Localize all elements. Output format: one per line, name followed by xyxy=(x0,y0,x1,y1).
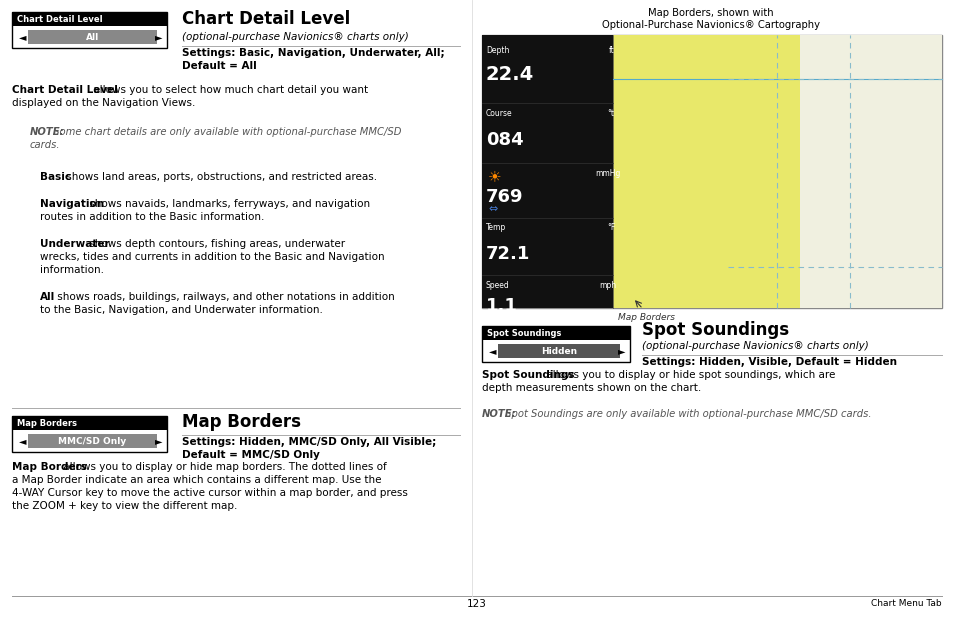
Text: information.: information. xyxy=(40,265,104,275)
Text: Map Borders: Map Borders xyxy=(618,313,675,322)
Text: allows you to display or hide spot soundings, which are: allows you to display or hide spot sound… xyxy=(542,370,835,380)
Text: Navigation: Navigation xyxy=(40,199,104,209)
Text: ☀: ☀ xyxy=(488,169,501,184)
Text: shows navaids, landmarks, ferryways, and navigation: shows navaids, landmarks, ferryways, and… xyxy=(87,199,370,209)
Bar xyxy=(481,35,941,308)
Text: 72.1: 72.1 xyxy=(485,245,530,263)
Text: MMC/SD Only: MMC/SD Only xyxy=(58,437,127,446)
Text: Settings: Hidden, Visible, Default = Hidden: Settings: Hidden, Visible, Default = Hid… xyxy=(641,357,896,367)
Bar xyxy=(12,12,167,48)
Text: allows you to display or hide map borders. The dotted lines of: allows you to display or hide map border… xyxy=(60,462,386,472)
Bar xyxy=(28,30,157,44)
Bar xyxy=(12,416,167,452)
Text: Map Borders: Map Borders xyxy=(182,413,301,431)
Text: 084: 084 xyxy=(485,130,523,148)
Text: ◄: ◄ xyxy=(19,436,27,446)
Text: ⇔: ⇔ xyxy=(488,205,497,214)
Text: ◄: ◄ xyxy=(19,32,27,42)
Text: Chart Menu Tab: Chart Menu Tab xyxy=(870,599,941,608)
Text: Course: Course xyxy=(485,109,512,117)
Text: shows depth contours, fishing areas, underwater: shows depth contours, fishing areas, und… xyxy=(87,239,345,249)
Bar xyxy=(497,344,619,358)
Text: depth measurements shown on the chart.: depth measurements shown on the chart. xyxy=(481,383,700,393)
Text: Basic: Basic xyxy=(40,172,71,182)
Bar xyxy=(12,416,167,430)
Text: allows you to select how much chart detail you want: allows you to select how much chart deta… xyxy=(91,85,368,95)
Text: Optional-Purchase Navionics® Cartography: Optional-Purchase Navionics® Cartography xyxy=(601,20,820,30)
Text: ►: ► xyxy=(154,32,162,42)
Text: 4-WAY Cursor key to move the active cursor within a map border, and press: 4-WAY Cursor key to move the active curs… xyxy=(12,488,408,498)
Text: NOTE:: NOTE: xyxy=(481,409,517,419)
Text: Underwater: Underwater xyxy=(40,239,110,249)
Text: Settings: Basic, Navigation, Underwater, All;: Settings: Basic, Navigation, Underwater,… xyxy=(182,48,444,58)
Text: Chart Detail Level: Chart Detail Level xyxy=(17,15,103,23)
Text: Map Borders, shown with: Map Borders, shown with xyxy=(647,8,773,18)
Text: ◄: ◄ xyxy=(489,346,496,356)
Text: NOTE:: NOTE: xyxy=(30,127,65,137)
Text: Speed: Speed xyxy=(485,281,509,290)
Text: displayed on the Navigation Views.: displayed on the Navigation Views. xyxy=(12,98,195,108)
Text: mmHg: mmHg xyxy=(595,169,619,178)
Text: 123: 123 xyxy=(467,599,486,609)
Bar xyxy=(481,35,613,308)
Text: Default = MMC/SD Only: Default = MMC/SD Only xyxy=(182,450,319,460)
Text: All: All xyxy=(86,33,99,41)
Text: Chart Detail Level: Chart Detail Level xyxy=(182,10,350,28)
Text: a Map Border indicate an area which contains a different map. Use the: a Map Border indicate an area which cont… xyxy=(12,475,381,485)
Bar xyxy=(481,326,629,362)
Text: All: All xyxy=(40,292,55,302)
Text: (optional-purchase Navionics® charts only): (optional-purchase Navionics® charts onl… xyxy=(641,341,868,351)
Text: ►: ► xyxy=(617,346,624,356)
Text: Some chart details are only available with optional-purchase MMC/SD: Some chart details are only available wi… xyxy=(51,127,401,137)
Text: wrecks, tides and currents in addition to the Basic and Navigation: wrecks, tides and currents in addition t… xyxy=(40,252,384,262)
Text: Spot Soundings are only available with optional-purchase MMC/SD cards.: Spot Soundings are only available with o… xyxy=(501,409,871,419)
Text: routes in addition to the Basic information.: routes in addition to the Basic informat… xyxy=(40,212,264,222)
Text: Depth: Depth xyxy=(485,46,509,55)
Text: Spot Soundings: Spot Soundings xyxy=(641,321,788,339)
Text: (optional-purchase Navionics® charts only): (optional-purchase Navionics® charts onl… xyxy=(182,32,408,42)
Bar xyxy=(613,35,941,308)
Text: Map Borders: Map Borders xyxy=(17,419,77,428)
Text: Spot Soundings: Spot Soundings xyxy=(486,329,560,337)
Text: shows roads, buildings, railways, and other notations in addition: shows roads, buildings, railways, and ot… xyxy=(54,292,395,302)
Text: Settings: Hidden, MMC/SD Only, All Visible;: Settings: Hidden, MMC/SD Only, All Visib… xyxy=(182,437,436,447)
Text: Hidden: Hidden xyxy=(540,347,577,356)
Text: ►: ► xyxy=(154,436,162,446)
Text: °F: °F xyxy=(606,223,615,232)
Text: to the Basic, Navigation, and Underwater information.: to the Basic, Navigation, and Underwater… xyxy=(40,305,322,315)
Text: 769: 769 xyxy=(485,188,523,206)
Bar xyxy=(800,35,941,308)
Text: the ZOOM + key to view the different map.: the ZOOM + key to view the different map… xyxy=(12,501,237,511)
Text: °t: °t xyxy=(606,109,614,117)
Text: Chart Detail Level: Chart Detail Level xyxy=(12,85,118,95)
Text: Spot Soundings: Spot Soundings xyxy=(481,370,574,380)
Text: 1.1: 1.1 xyxy=(485,297,517,315)
Text: mph: mph xyxy=(598,281,616,290)
Text: Map Borders: Map Borders xyxy=(12,462,87,472)
Text: shows land areas, ports, obstructions, and restricted areas.: shows land areas, ports, obstructions, a… xyxy=(63,172,377,182)
Text: 22.4: 22.4 xyxy=(485,65,534,84)
Text: ft: ft xyxy=(608,46,614,55)
Text: Temp: Temp xyxy=(485,223,506,232)
Bar xyxy=(12,12,167,27)
Bar xyxy=(28,434,157,448)
Bar xyxy=(481,326,629,341)
Text: cards.: cards. xyxy=(30,140,60,150)
Text: Default = All: Default = All xyxy=(182,61,256,71)
